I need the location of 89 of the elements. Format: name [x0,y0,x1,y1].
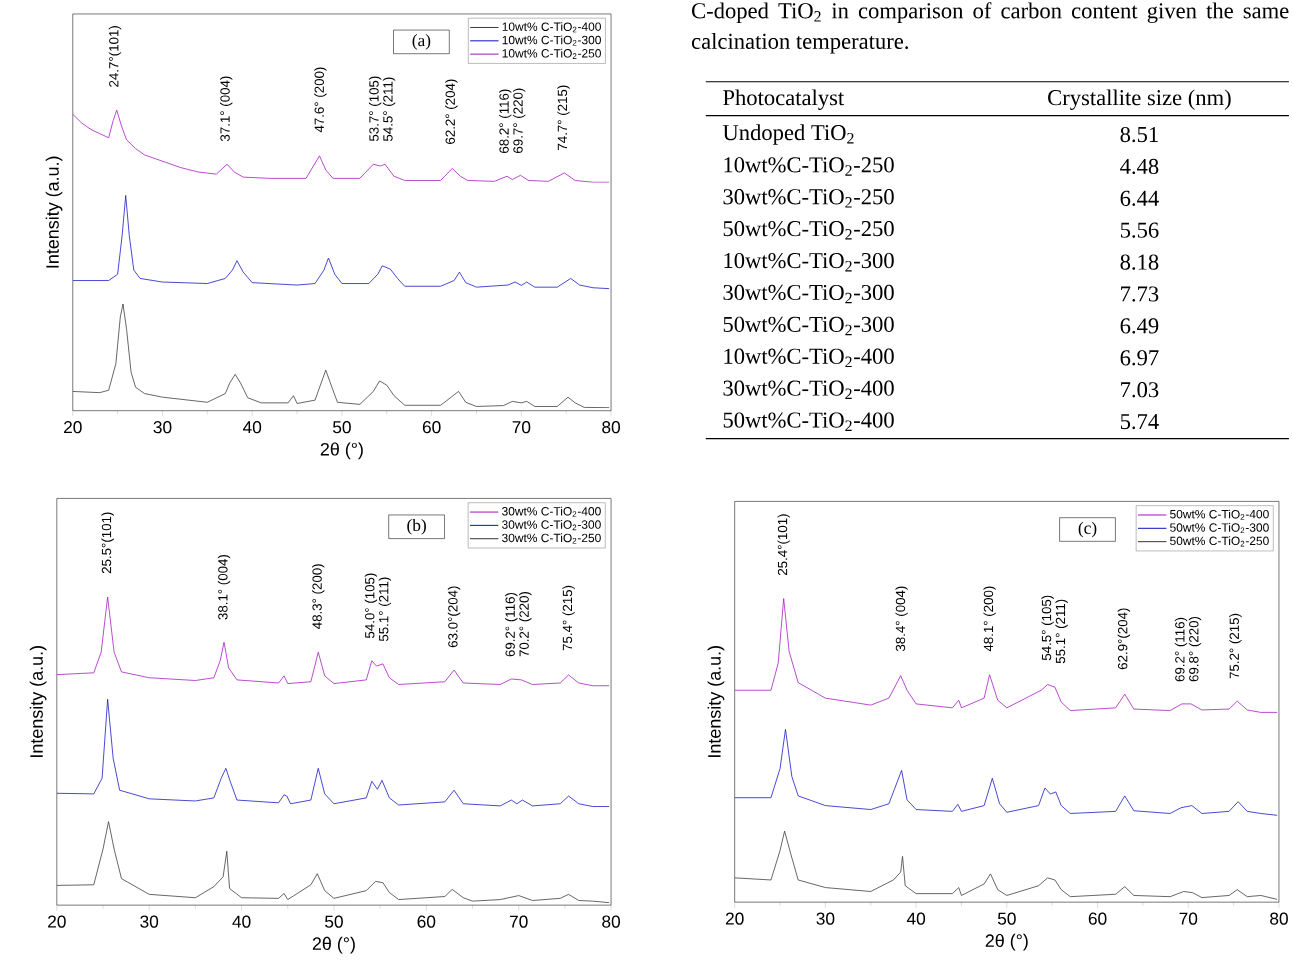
x-tick-label: 40 [906,912,926,925]
annotation: 55.1° (211) [378,577,392,642]
data-label: 6.97 [1120,350,1159,366]
x-tick-label: 30 [140,915,159,928]
legend-label: 10wt% C-TiO$_{2}$-300 [502,35,601,46]
text: (a) [412,34,431,50]
annotation: 75.4° (215) [562,585,575,651]
text: (c) [1078,521,1097,538]
x-tick-label: 70 [509,915,528,928]
x-axis-title: 2θ (°) [985,933,1028,951]
data-label: 7.03 [1121,382,1159,398]
x-tick-label: 60 [417,915,436,928]
x-axis-title: 2θ (°) [312,936,355,954]
annotation: 38.1° (004) [217,555,231,620]
x-tick-label: 60 [1088,912,1107,925]
text: (b) [407,518,426,535]
annotation: 47.6° (200) [314,67,327,133]
category-label: 50wt%C-TiO$_{2}$-300 [723,316,894,336]
annotation: 69.2° (116) [505,592,518,657]
x-tick-label: 20 [725,912,744,925]
data-label: 4.48 [1120,158,1159,175]
x-tick-label: 30 [153,421,172,434]
category-label: 50wt%C-TiO$_{2}$-250 [723,221,894,240]
annotation: 38.4° (004) [895,586,908,652]
category-label: 50wt%C-TiO$_{2}$-400 [723,412,894,431]
x-tick-label: 60 [422,421,441,434]
data-label: 5.74 [1120,414,1159,430]
annotation: 54.5° (105) [1041,595,1054,661]
category-label: 30wt%C-TiO$_{2}$-300 [723,284,894,304]
data-label: 7.73 [1121,286,1159,302]
x-tick-label: 20 [64,421,82,434]
annotation: 48.3° (200) [312,564,325,630]
legend-label: 30wt% C-TiO$_{2}$-300 [502,520,601,531]
data-label: 8.51 [1120,126,1158,143]
category-label: 30wt%C-TiO$_{2}$-400 [723,380,894,400]
annotation: 74.7° (215) [557,85,570,150]
legend-label: 50wt% C-TiO$_{2}$-300 [1170,523,1269,534]
data-label: 6.49 [1120,318,1159,334]
x-tick-label: 70 [1179,912,1198,925]
text: C-doped TiO$_{2}$ in comparison of carbon content given the same calcination temperature. [691,2,1289,54]
x-tick-label: 40 [232,915,251,928]
annotation: 24.7°(101) [108,26,122,87]
category-label: 30wt%C-TiO$_{2}$-250 [723,189,894,208]
annotation: 37.1° (004) [220,76,233,142]
annotation: 75.2° (215) [1229,613,1242,679]
annotation: 69.2° (116) [1174,617,1188,682]
x-tick-label: 80 [602,421,621,434]
category-label: 10wt%C-TiO$_{2}$-250 [724,157,894,176]
x-tick-label: 50 [333,421,351,434]
y-axis-title: Intensity (a.u.) [29,646,47,757]
x-axis-title: 2θ (°) [320,442,363,460]
y-axis-title: Intensity (a.u.) [707,646,725,757]
text: Photocatalyst [723,89,845,110]
annotation: 68.2° (116) [499,89,512,153]
x-tick-label: 50 [997,912,1016,925]
annotation: 25.5°(101) [101,512,114,574]
legend-label: 30wt% C-TiO$_{2}$-400 [502,506,601,517]
annotation: 69.8° (220) [1188,616,1202,682]
x-tick-label: 80 [602,915,621,928]
annotation: 54.0° (105) [364,573,378,639]
data-label: 8.18 [1120,254,1159,270]
annotation: 54.5° (211) [382,77,396,142]
annotation: 69.7° (220) [512,88,526,153]
x-tick-label: 70 [512,421,531,434]
legend-label: 10wt% C-TiO$_{2}$-400 [502,22,601,33]
x-tick-label: 20 [48,915,66,928]
x-tick-label: 80 [1270,912,1288,925]
legend-label: 50wt% C-TiO$_{2}$-250 [1170,536,1269,547]
legend-label: 50wt% C-TiO$_{2}$-400 [1170,509,1269,520]
annotation: 55.1° (211) [1055,599,1068,664]
y-axis-title: Intensity (a.u.) [45,156,63,268]
annotation: 53.7° (105) [368,76,382,142]
category-label: Undoped TiO$_{2}$ [722,124,854,145]
annotation: 63.0°(204) [447,586,461,648]
annotation: 62.9°(204) [1117,608,1131,670]
x-tick-label: 30 [816,912,835,925]
legend-label: 30wt% C-TiO$_{2}$-250 [502,533,601,544]
annotation: 48.1° (200) [983,586,996,652]
annotation: 70.2° (220) [519,592,532,657]
text: Crystallite size (nm) [1048,89,1231,110]
annotation: 62.2° (204) [445,79,458,144]
category-label: 10wt%C-TiO$_{2}$-300 [724,252,894,272]
data-label: 6.44 [1120,190,1159,207]
x-tick-label: 50 [325,915,343,928]
legend-label: 10wt% C-TiO$_{2}$-250 [502,48,601,59]
data-label: 5.56 [1120,222,1159,238]
annotation: 25.4°(101) [777,514,790,576]
x-tick-label: 40 [242,421,262,434]
category-label: 10wt%C-TiO$_{2}$-400 [724,348,894,368]
